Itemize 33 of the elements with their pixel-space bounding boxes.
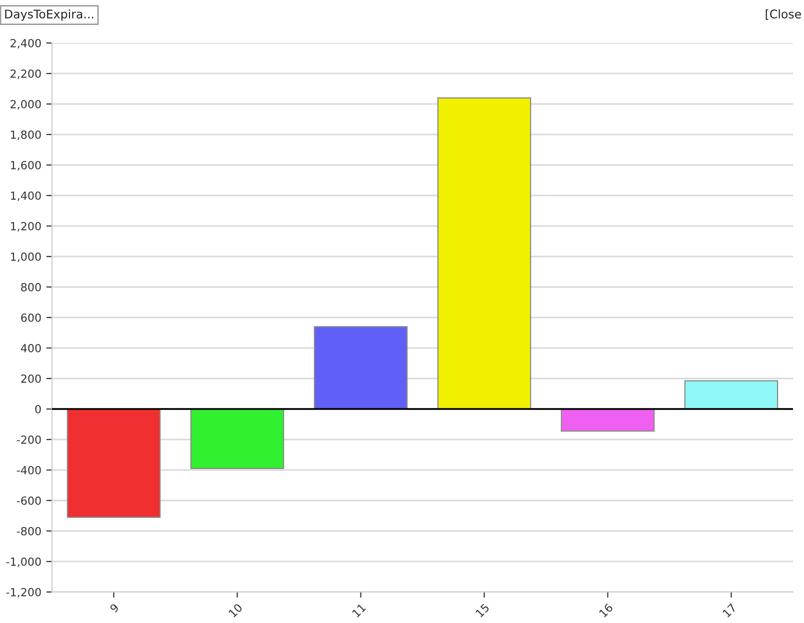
bar (437, 97, 532, 410)
y-tick-label: 1,600 (10, 160, 41, 171)
y-tick-label: -1,200 (6, 588, 41, 598)
y-tick-label: -400 (16, 466, 41, 474)
text: DaysToExpira... (5, 9, 94, 21)
bar (190, 408, 284, 470)
x-tick-label: 9 (109, 603, 120, 613)
y-tick-label: 800 (21, 282, 41, 292)
bar (314, 326, 408, 410)
y-tick-label: 600 (21, 313, 41, 322)
y-tick-label: 2,200 (10, 69, 41, 80)
x-tick-label: 10 (228, 603, 243, 618)
y-tick-label: -200 (16, 435, 41, 444)
y-tick-label: 1,800 (10, 130, 41, 140)
bar (684, 380, 778, 410)
y-tick-label: -1,000 (6, 557, 41, 568)
bar (560, 408, 655, 432)
x-tick-label: 16 (598, 603, 614, 618)
x-tick-label: 11 (352, 603, 366, 618)
y-tick-label: 1,400 (10, 191, 41, 202)
y-tick-label: 0 (35, 404, 41, 414)
y-tick-label: 2,400 (10, 38, 41, 49)
y-tick-label: 200 (21, 374, 41, 383)
x-tick-label: 15 (475, 603, 490, 618)
y-tick-label: 1,200 (10, 222, 41, 232)
y-tick-label: 400 (20, 344, 41, 352)
text: [Close (766, 9, 801, 20)
y-tick-label: 2,000 (10, 100, 41, 110)
bar (66, 408, 161, 518)
y-tick-label: -800 (16, 526, 41, 536)
y-tick-label: -600 (16, 496, 41, 505)
y-tick-label: 1,000 (10, 252, 41, 262)
x-tick-label: 17 (722, 603, 737, 618)
